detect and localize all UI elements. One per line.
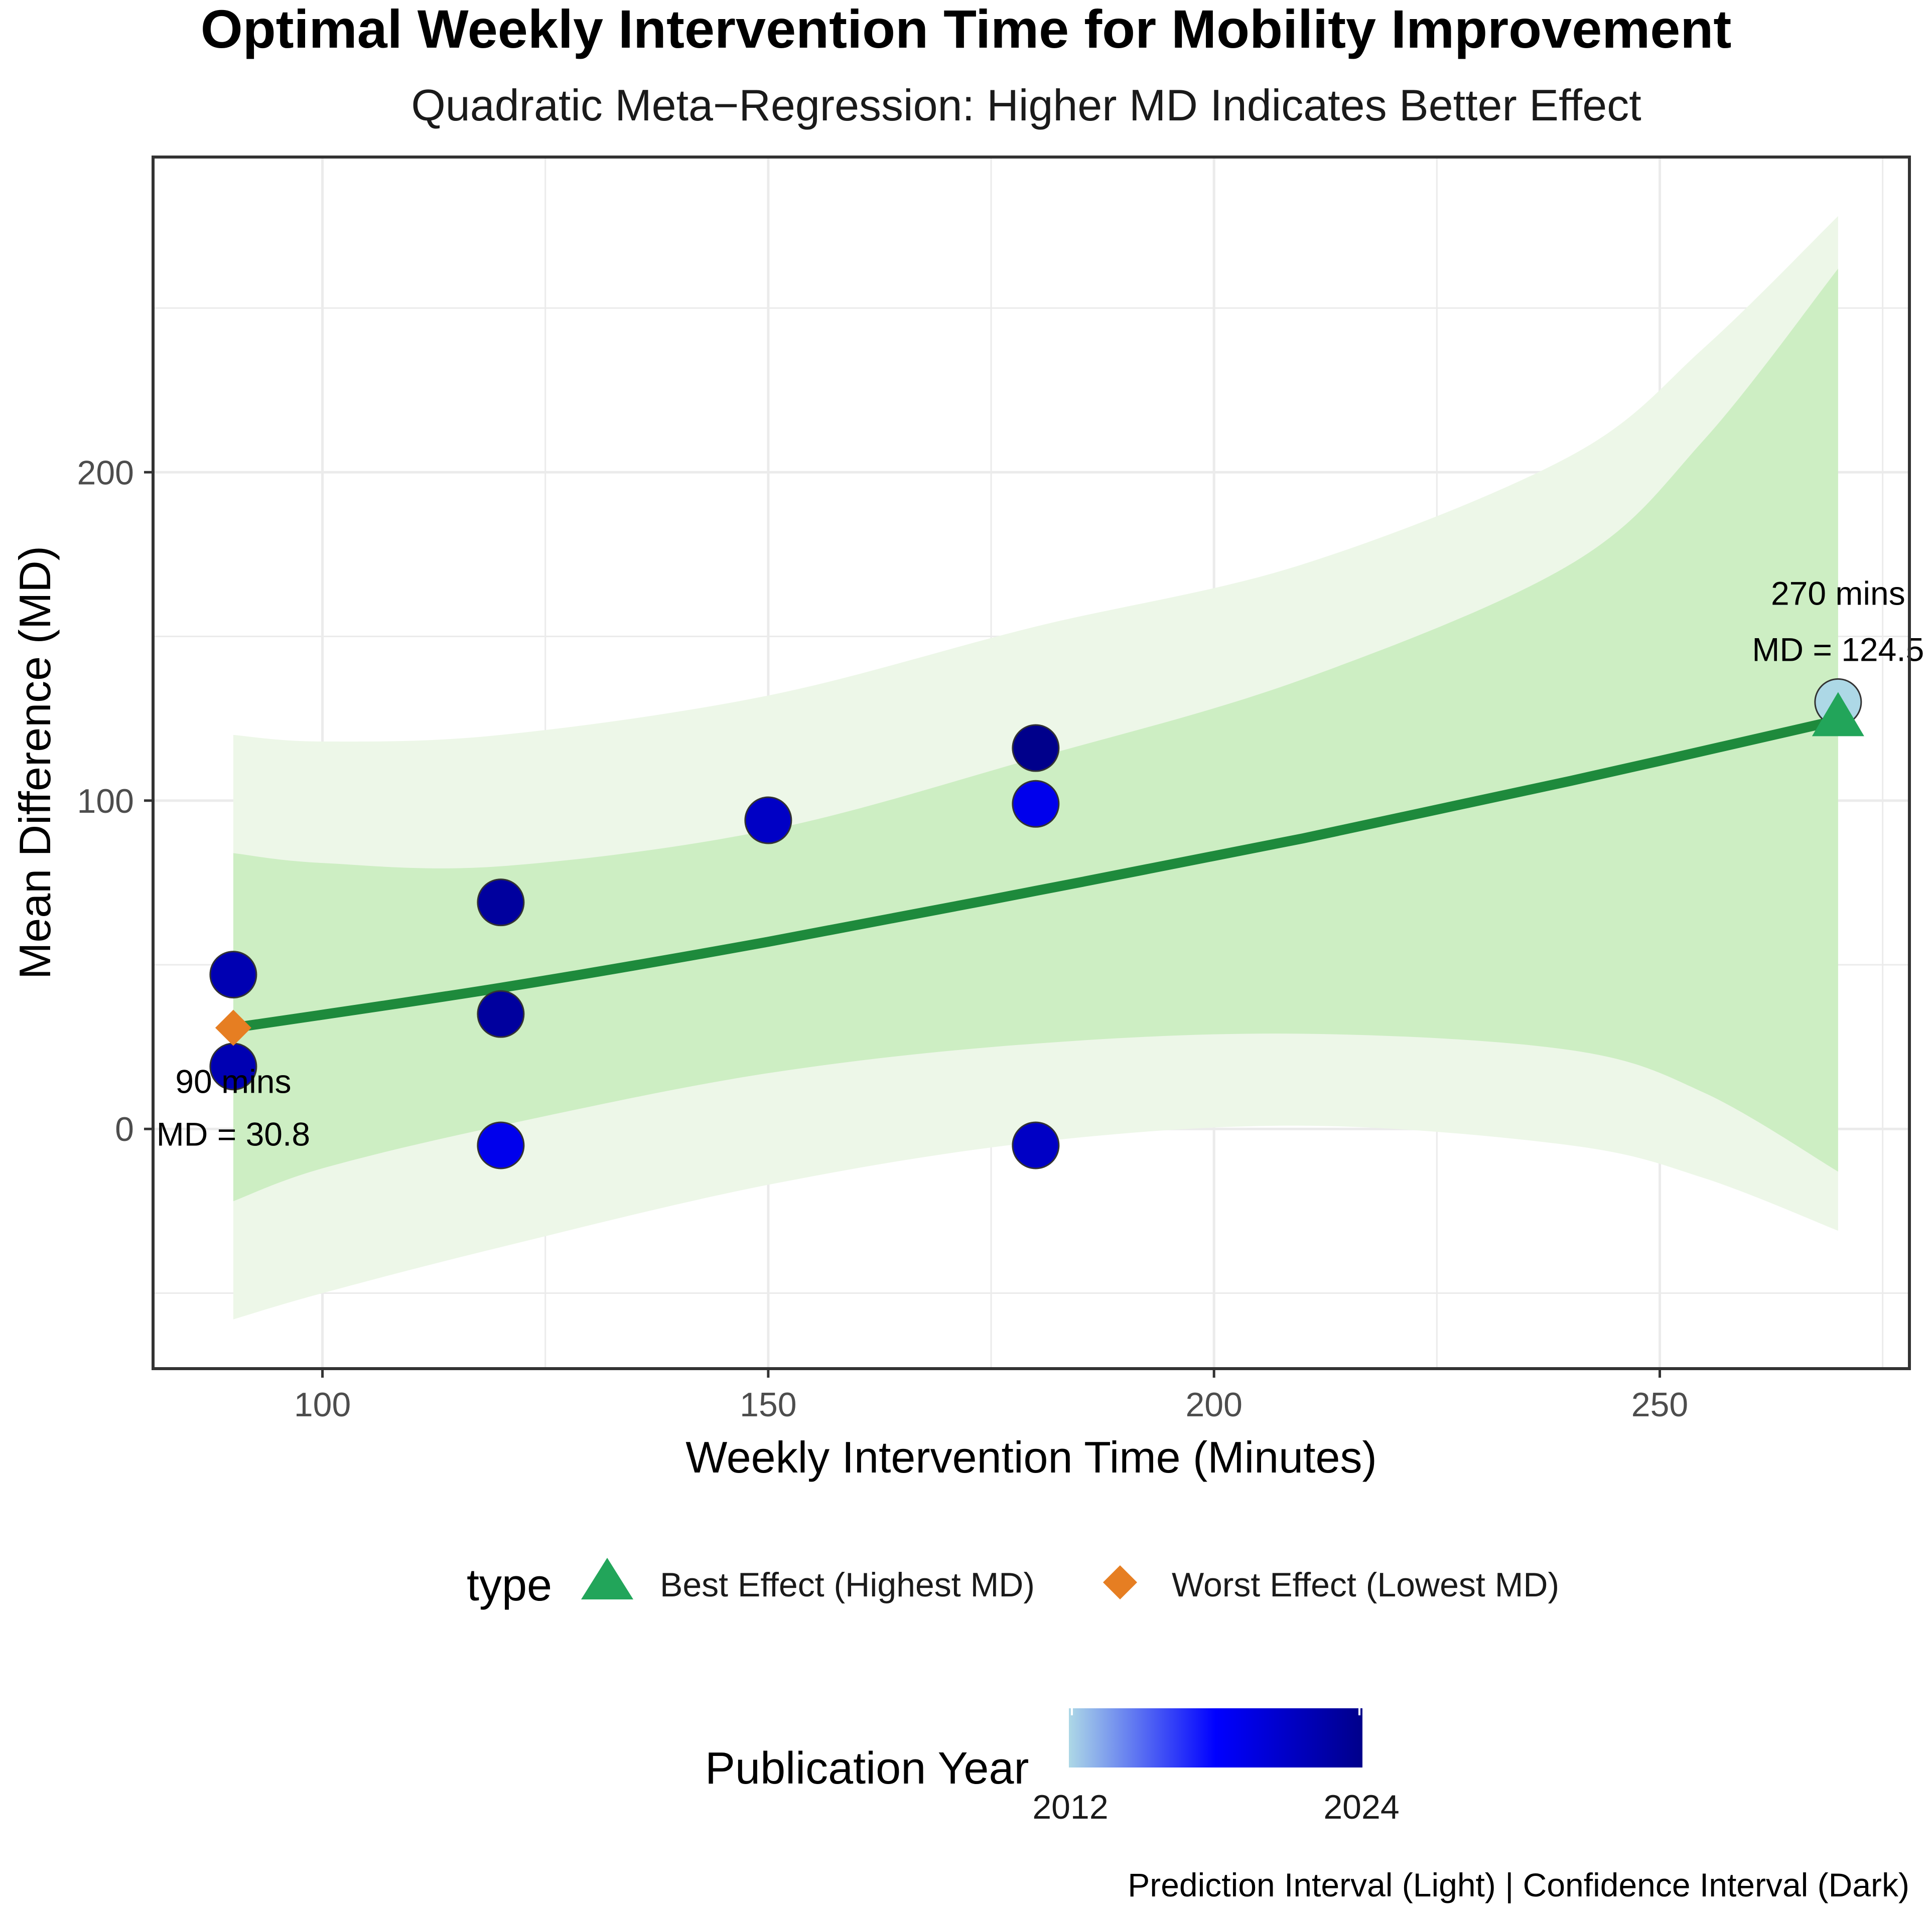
chart-subtitle: Quadratic Meta−Regression: Higher MD Ind… (411, 80, 1641, 130)
annotation-md: MD = 124.5 (1752, 631, 1924, 668)
fit-line (228, 715, 1843, 1033)
best-effect-marker (1812, 692, 1864, 736)
x-tick-label: 150 (740, 1386, 796, 1424)
panel-border (152, 156, 1911, 1370)
data-point (1012, 1121, 1060, 1169)
worst-effect-marker (215, 1009, 251, 1046)
highlight-markers (215, 692, 1864, 1046)
data-point (209, 951, 257, 999)
data-point (477, 1121, 525, 1169)
y-axis-ticks: 0 100 200 (77, 454, 153, 1148)
data-point (1012, 724, 1060, 772)
data-point (1012, 780, 1060, 828)
legend-item-best: Best Effect (Highest MD) (660, 1566, 1035, 1604)
legend-diamond-icon (1103, 1565, 1137, 1599)
colorbar-max-label: 2024 (1323, 1788, 1399, 1826)
data-point (744, 796, 792, 844)
legend-type-title: type (467, 1560, 552, 1610)
x-axis-ticks: 100 150 200 250 (294, 1369, 1688, 1424)
data-point (477, 878, 525, 927)
data-point (477, 990, 525, 1038)
colorbar-title: Publication Year (705, 1743, 1029, 1794)
y-tick-label: 0 (115, 1110, 134, 1148)
point-annotations: 270 mins MD = 124.5 90 mins MD = 30.8 (157, 574, 1924, 1152)
x-tick-label: 100 (294, 1386, 351, 1424)
y-tick-label: 100 (77, 782, 134, 820)
chart-title: Optimal Weekly Intervention Time for Mob… (201, 0, 1732, 59)
chart-caption: Prediction Interval (Light) | Confidence… (1128, 1866, 1909, 1903)
colorbar-min-label: 2012 (1032, 1788, 1108, 1826)
legend-type: type Best Effect (Highest MD) Worst Effe… (467, 1558, 1559, 1610)
y-tick-label: 200 (77, 454, 134, 492)
colorbar (1069, 1708, 1362, 1767)
x-axis-label: Weekly Intervention Time (Minutes) (685, 1432, 1377, 1482)
legend-publication-year: Publication Year 2012 2024 (705, 1708, 1400, 1826)
legend-item-worst: Worst Effect (Lowest MD) (1172, 1566, 1559, 1604)
annotation-md: MD = 30.8 (157, 1116, 310, 1153)
annotation-time: 270 mins (1771, 574, 1905, 612)
annotation-time: 90 mins (175, 1063, 291, 1100)
legend-triangle-icon (581, 1558, 633, 1599)
x-tick-label: 250 (1631, 1386, 1688, 1424)
y-axis-label: Mean Difference (MD) (10, 546, 60, 979)
x-tick-label: 200 (1185, 1386, 1242, 1424)
